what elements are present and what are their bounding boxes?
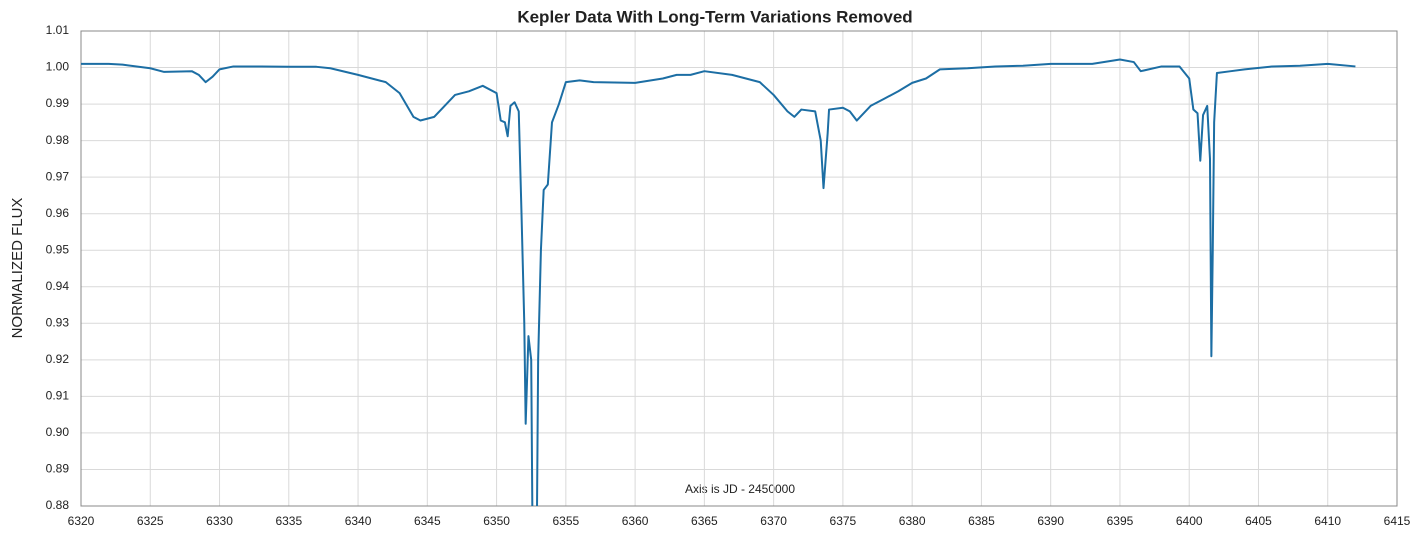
y-tick-label: 1.00 [46,60,70,74]
x-tick-label: 6405 [1245,514,1272,528]
x-tick-label: 6370 [760,514,787,528]
y-tick-label: 0.97 [46,169,70,183]
x-tick-label: 6385 [968,514,995,528]
y-tick-label: 0.90 [46,425,70,439]
y-tick-label: 0.96 [46,206,70,220]
y-tick-label: 0.95 [46,242,70,256]
chart-title: Kepler Data With Long-Term Variations Re… [517,7,912,26]
x-tick-label: 6335 [275,514,302,528]
x-tick-label: 6355 [552,514,579,528]
x-tick-label: 6410 [1314,514,1341,528]
data-line [81,58,1356,506]
annotation: Axis is JD - 2450000 [685,482,795,496]
y-tick-label: 0.99 [46,96,70,110]
x-tick-label: 6350 [483,514,510,528]
y-tick-label: 1.01 [46,23,70,37]
y-tick-label: 0.98 [46,133,70,147]
x-tick-label: 6415 [1384,514,1411,528]
y-tick-label: 0.93 [46,315,70,329]
y-tick-label: 0.89 [46,462,70,476]
x-tick-label: 6395 [1107,514,1134,528]
x-tick-label: 6380 [899,514,926,528]
y-tick-label: 0.94 [46,279,70,293]
x-tick-label: 6320 [68,514,95,528]
x-tick-label: 6345 [414,514,441,528]
x-tick-label: 6330 [206,514,233,528]
x-tick-label: 6390 [1037,514,1064,528]
x-tick-label: 6340 [345,514,372,528]
x-tick-label: 6365 [691,514,718,528]
x-tick-label: 6325 [137,514,164,528]
x-tick-label: 6360 [622,514,649,528]
y-tick-label: 0.88 [46,498,70,512]
plot-border [80,30,1398,507]
y-tick-label: 0.92 [46,352,70,366]
x-tick-label: 6400 [1176,514,1203,528]
x-tick-label: 6375 [830,514,857,528]
y-axis-label: NORMALIZED FLUX [9,198,26,339]
y-tick-label: 0.91 [46,389,70,403]
